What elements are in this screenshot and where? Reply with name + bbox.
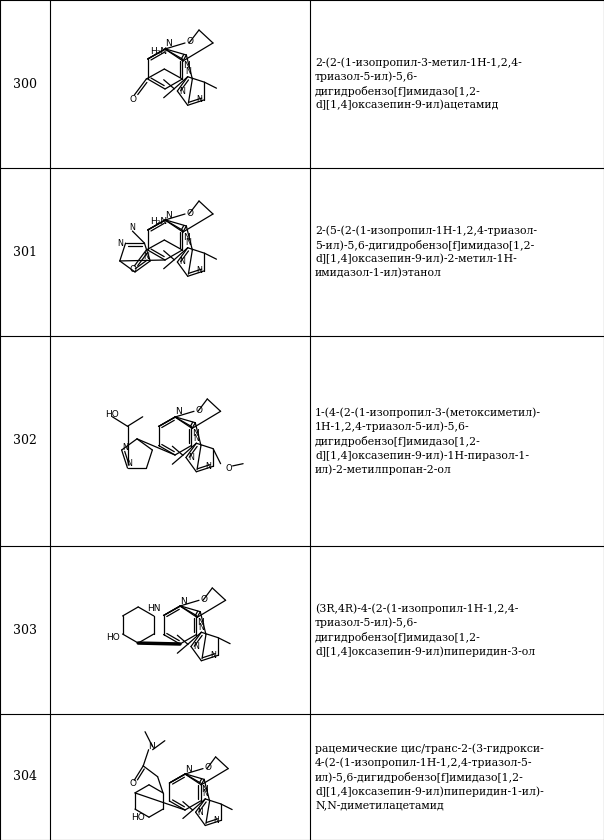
Text: O: O xyxy=(130,780,137,789)
Text: N: N xyxy=(202,790,208,798)
Text: N: N xyxy=(165,211,172,219)
Text: HO: HO xyxy=(106,633,120,642)
Text: N: N xyxy=(143,253,149,261)
Text: N: N xyxy=(118,239,124,248)
Text: N: N xyxy=(129,223,135,232)
Text: N: N xyxy=(198,808,204,816)
Text: HN: HN xyxy=(147,605,161,613)
Text: N: N xyxy=(188,453,194,462)
Text: рацемические цис/транс-2-(3-гидрокси-
4-(2-(1-изопропил-1Н-1,2,4-триазол-5-
ил)-: рацемические цис/транс-2-(3-гидрокси- 4-… xyxy=(315,744,544,810)
Text: N: N xyxy=(165,39,172,49)
Text: 302: 302 xyxy=(13,434,37,448)
Text: N: N xyxy=(182,61,190,71)
Text: O: O xyxy=(130,94,137,103)
Text: N: N xyxy=(127,459,132,468)
Text: 2-(2-(1-изопропил-3-метил-1Н-1,2,4-
триазол-5-ил)-5,6-
дигидробензо[f]имидазо[1,: 2-(2-(1-изопропил-3-метил-1Н-1,2,4- триа… xyxy=(315,58,522,110)
Text: O: O xyxy=(196,406,202,415)
Text: (3R,4R)-4-(2-(1-изопропил-1Н-1,2,4-
триазол-5-ил)-5,6-
дигидробензо[f]имидазо[1,: (3R,4R)-4-(2-(1-изопропил-1Н-1,2,4- триа… xyxy=(315,603,535,657)
Text: N: N xyxy=(182,233,190,242)
Text: O: O xyxy=(187,38,193,46)
Text: 303: 303 xyxy=(13,623,37,637)
Text: 2-(5-(2-(1-изопропил-1Н-1,2,4-триазол-
5-ил)-5,6-дигидробензо[f]имидазо[1,2-
d][: 2-(5-(2-(1-изопропил-1Н-1,2,4-триазол- 5… xyxy=(315,226,537,278)
Text: O: O xyxy=(130,265,137,275)
Text: N: N xyxy=(185,239,191,247)
Text: O: O xyxy=(187,208,193,218)
Text: N: N xyxy=(180,596,187,606)
Text: N: N xyxy=(175,407,182,417)
Text: 304: 304 xyxy=(13,770,37,784)
Text: O: O xyxy=(205,763,211,772)
Text: N: N xyxy=(123,443,129,452)
Text: H₂N: H₂N xyxy=(150,46,167,55)
Text: N: N xyxy=(201,785,208,795)
Text: N: N xyxy=(185,67,191,76)
Text: N: N xyxy=(197,618,204,627)
Text: N: N xyxy=(193,433,199,443)
Text: N: N xyxy=(185,764,192,774)
Text: N: N xyxy=(196,95,202,104)
Text: N: N xyxy=(205,462,211,470)
Text: O: O xyxy=(201,595,208,604)
Text: N: N xyxy=(213,816,219,825)
Text: N: N xyxy=(179,87,185,96)
Text: N: N xyxy=(210,651,216,659)
Text: HO: HO xyxy=(106,411,119,419)
Text: H₂N: H₂N xyxy=(150,218,167,227)
Text: N: N xyxy=(148,743,155,751)
Text: HO: HO xyxy=(131,813,145,822)
Text: 300: 300 xyxy=(13,77,37,91)
Text: N: N xyxy=(198,622,204,632)
Text: 301: 301 xyxy=(13,245,37,259)
Text: 1-(4-(2-(1-изопропил-3-(метоксиметил)-
1Н-1,2,4-триазол-5-ил)-5,6-
дигидробензо[: 1-(4-(2-(1-изопропил-3-(метоксиметил)- 1… xyxy=(315,407,541,475)
Text: N: N xyxy=(179,258,185,266)
Text: N: N xyxy=(191,429,199,438)
Text: N: N xyxy=(196,266,202,276)
Text: O: O xyxy=(225,464,232,473)
Text: N: N xyxy=(193,642,199,651)
